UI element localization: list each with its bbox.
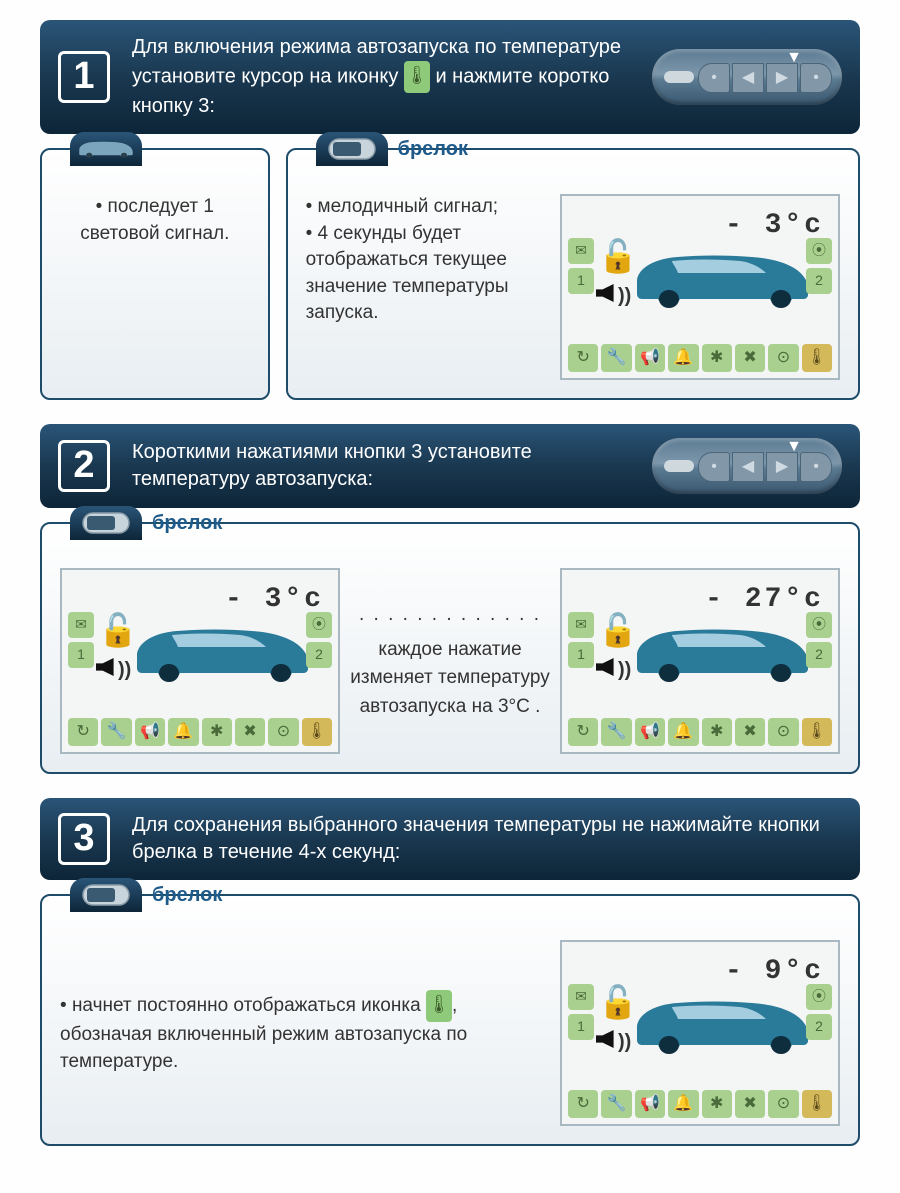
step-number: 1 [58,51,110,103]
middle-text: каждое нажатие изменяет температуру авто… [350,636,550,722]
fob-bullets: мелодичный сигнал; 4 секунды будет отобр… [306,194,540,380]
step-text: Для включения режима автозапуска по темп… [132,34,636,120]
remote-btn-4: • [800,63,832,93]
remote-btn-3: ▶ [766,63,798,93]
fob-text: начнет постоянно отображаться иконка 🌡, … [60,990,540,1075]
lcd-side-left: ✉1 [568,238,594,294]
lcd-side-right: ⦿2 [806,238,832,294]
step-2: 2 Короткими нажатиями кнопки 3 установит… [40,424,860,774]
lcd-bottom-icons: ↻🔧📢🔔✱✖⊙🌡 [568,718,832,746]
remote-buttons: • ◀ ▶ • [698,452,832,482]
lcd-display-a: - 3°c ✉1 🔓 )) ⦿2 ↻🔧📢🔔✱✖⊙🌡 [60,568,340,754]
lcd-display: - 3°c ✉1 🔓 )) ⦿2 ↻🔧📢🔔✱✖⊙🌡 [560,194,840,380]
step-3-panels: брелок начнет постоянно отображаться ико… [40,894,860,1146]
step-3-header: 3 Для сохранения выбранного значения тем… [40,798,860,880]
lcd-side-left: ✉1 [568,984,594,1040]
panel-tab: брелок [316,132,468,166]
step-text: Для сохранения выбранного значения темпе… [132,812,842,866]
lcd-display: - 9°c ✉1 🔓 )) ⦿2 ↻🔧📢🔔✱✖⊙🌡 [560,940,840,1126]
fob-panel: брелок начнет постоянно отображаться ико… [40,894,860,1146]
lcd-side-right: ⦿2 [306,612,332,668]
lcd-side-right: ⦿2 [806,984,832,1040]
lcd-side-left: ✉1 [568,612,594,668]
fob-text-before: начнет постоянно отображаться иконка [72,995,426,1016]
remote-fob-image: ▼ • ◀ ▶ • [652,438,842,494]
step-1: 1 Для включения режима автозапуска по те… [40,20,860,400]
panel-tab: брелок [70,878,222,912]
car-icon [70,132,142,166]
remote-btn-1: • [698,452,730,482]
wave-icon: )) [92,656,131,685]
step-number: 2 [58,440,110,492]
fob-panel: брелок - 3°c ✉1 🔓 )) ⦿2 ↻🔧📢🔔✱✖⊙🌡 . . . .… [40,522,860,774]
step-1-header: 1 Для включения режима автозапуска по те… [40,20,860,134]
lcd-car-icon [632,990,812,1069]
thermometer-icon: 🌡 [426,990,452,1022]
remote-btn-4: • [800,452,832,482]
step-3: 3 Для сохранения выбранного значения тем… [40,798,860,1146]
fob-icon [70,506,142,540]
car-response-panel: последует 1 световой сигнал. [40,148,270,400]
fob-bullet-2: 4 секунды будет отображаться текущее зна… [306,221,540,327]
step-2-middle: . . . . . . . . . . . . . каждое нажатие… [340,601,560,721]
wave-icon: )) [592,282,631,311]
wave-icon: )) [592,656,631,685]
fob-response-panel: брелок мелодичный сигнал; 4 секунды буде… [286,148,860,400]
dots: . . . . . . . . . . . . . [350,601,550,630]
remote-btn-2: ◀ [732,63,764,93]
fob-icon [70,878,142,912]
step-2-header: 2 Короткими нажатиями кнопки 3 установит… [40,424,860,508]
step-number: 3 [58,813,110,865]
remote-btn-1: • [698,63,730,93]
remote-fob-image: ▼ • ◀ ▶ • [652,49,842,105]
fob-bullet-1: мелодичный сигнал; [306,194,540,221]
lcd-display-b: - 27°c ✉1 🔓 )) ⦿2 ↻🔧📢🔔✱✖⊙🌡 [560,568,840,754]
step-1-panels: последует 1 световой сигнал. брелок мело… [40,148,860,400]
panel-tab: брелок [70,506,222,540]
fob-label: брелок [152,881,222,909]
remote-btn-2: ◀ [732,452,764,482]
lcd-car-icon [632,244,812,323]
wave-icon: )) [592,1028,631,1057]
fob-label: брелок [152,509,222,537]
panel-tab [70,132,142,166]
step-text: Короткими нажатиями кнопки 3 установите … [132,439,636,493]
lcd-side-left: ✉1 [68,612,94,668]
lcd-car-icon [132,618,312,697]
fob-label: брелок [398,135,468,163]
fob-icon [316,132,388,166]
lcd-bottom-icons: ↻🔧📢🔔✱✖⊙🌡 [68,718,332,746]
remote-led [664,71,694,83]
lcd-bottom-icons: ↻🔧📢🔔✱✖⊙🌡 [568,344,832,372]
car-panel-text: последует 1 световой сигнал. [60,194,250,247]
lcd-bottom-icons: ↻🔧📢🔔✱✖⊙🌡 [568,1090,832,1118]
remote-led [664,460,694,472]
remote-buttons: • ◀ ▶ • [698,63,832,93]
lcd-side-right: ⦿2 [806,612,832,668]
step-2-panels: брелок - 3°c ✉1 🔓 )) ⦿2 ↻🔧📢🔔✱✖⊙🌡 . . . .… [40,522,860,774]
lcd-car-icon [632,618,812,697]
thermometer-icon: 🌡 [404,61,430,93]
remote-btn-3: ▶ [766,452,798,482]
